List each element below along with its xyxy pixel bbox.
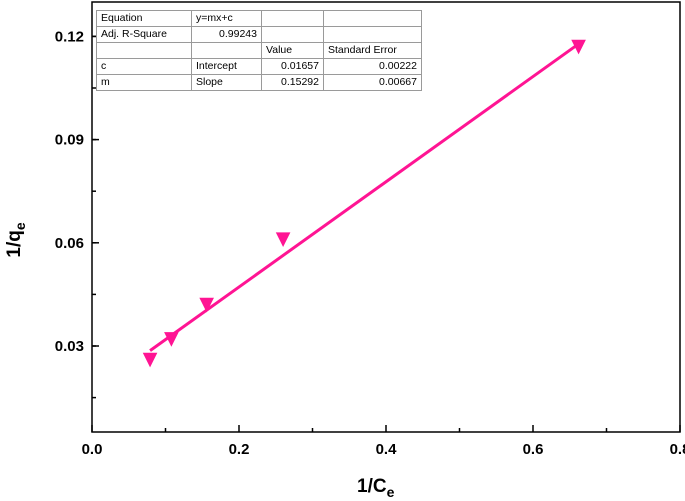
fit-table-cell: y=mx+c — [191, 10, 262, 27]
data-point — [275, 232, 291, 247]
fit-table-row: m Slope 0.15292 0.00667 — [96, 74, 422, 91]
data-point — [571, 39, 586, 55]
fit-table-row: c Intercept 0.01657 0.00222 — [96, 58, 422, 75]
x-axis-title: 1/Ce — [357, 476, 395, 500]
fit-table-cell — [261, 10, 324, 27]
fit-line — [149, 42, 580, 352]
fit-table-cell: Slope — [191, 74, 262, 91]
data-points — [142, 39, 586, 368]
fit-table-cell: c — [96, 58, 192, 75]
fit-table-cell — [323, 10, 422, 27]
fit-table-cell: m — [96, 74, 192, 91]
fit-table-row: Adj. R-Square 0.99243 — [96, 26, 422, 43]
fit-table-cell: Equation — [96, 10, 192, 27]
data-point — [199, 297, 214, 313]
fit-table-cell: 0.01657 — [261, 58, 324, 75]
y-tick-label: 0.09 — [55, 132, 84, 149]
x-tick-label: 0.0 — [82, 441, 103, 458]
fit-table-cell: 0.00222 — [323, 58, 422, 75]
x-tick-label: 0.4 — [376, 441, 398, 458]
fit-table-cell — [191, 42, 262, 59]
y-axis-ticks: 0.03 0.06 0.09 0.12 — [55, 28, 99, 399]
fit-table-cell — [96, 42, 192, 59]
x-tick-label: 0.8 — [670, 441, 685, 458]
x-tick-label: 0.2 — [229, 441, 250, 458]
fit-table-cell: 0.00667 — [323, 74, 422, 91]
fit-table-cell: Standard Error — [323, 42, 422, 59]
fit-table-cell: Adj. R-Square — [96, 26, 192, 43]
y-axis-title: 1/qe — [4, 222, 28, 257]
fit-table-cell: 0.15292 — [261, 74, 324, 91]
data-point — [142, 352, 158, 368]
fit-line-layer — [149, 42, 580, 352]
fit-table-row: Value Standard Error — [96, 42, 422, 59]
y-tick-label: 0.12 — [55, 28, 84, 45]
data-point — [164, 332, 179, 347]
fit-table-cell: 0.99243 — [191, 26, 262, 43]
fit-table-cell — [261, 26, 324, 43]
y-tick-label: 0.03 — [55, 338, 84, 355]
fit-table-cell: Value — [261, 42, 324, 59]
x-axis-ticks: 0.0 0.2 0.4 0.6 0.8 — [82, 425, 685, 458]
x-tick-label: 0.6 — [523, 441, 544, 458]
fit-table-cell: Intercept — [191, 58, 262, 75]
fit-results-table: Equation y=mx+c Adj. R-Square 0.99243 Value S… — [96, 10, 422, 91]
fit-table-cell — [323, 26, 422, 43]
y-tick-label: 0.06 — [55, 235, 84, 252]
fit-table-row: Equation y=mx+c — [96, 10, 422, 27]
